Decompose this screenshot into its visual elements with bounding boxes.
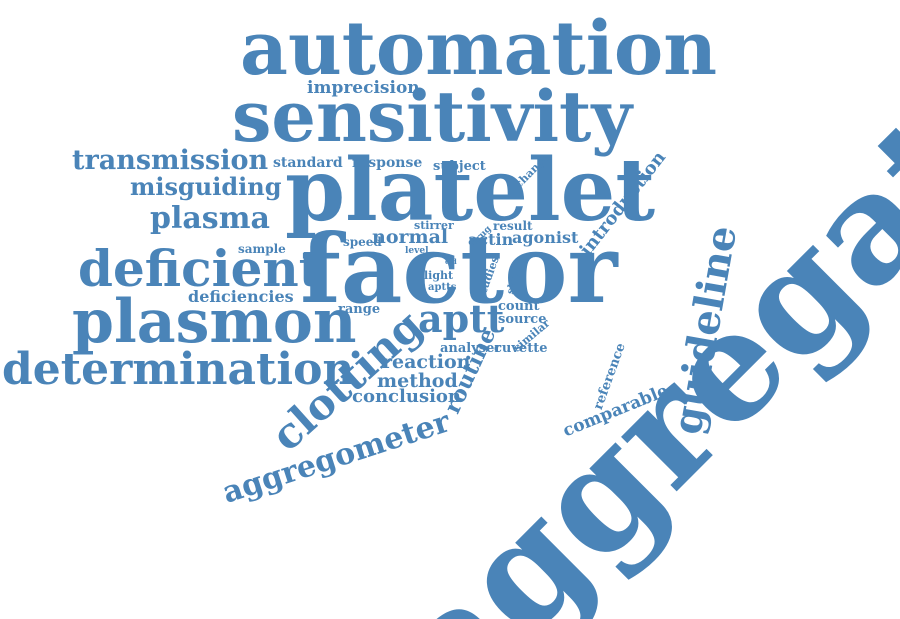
- word-plasma: plasma: [150, 201, 270, 236]
- word-source: source: [498, 312, 547, 327]
- word-transmission: transmission: [72, 145, 269, 176]
- word-normal: normal: [372, 226, 449, 248]
- word-aptt: aptt: [418, 296, 505, 341]
- word-imprecision: imprecision: [307, 78, 420, 98]
- word-subject: subject: [433, 159, 486, 174]
- word-deficiencies: deficiencies: [188, 287, 294, 306]
- word-plasmon: plasmon: [72, 287, 357, 357]
- word-result: result: [493, 219, 533, 233]
- word-aptts: aptts: [428, 282, 457, 293]
- word-factor: factor: [300, 214, 618, 325]
- word-speed: speed: [343, 235, 382, 249]
- word-level: level: [405, 246, 429, 256]
- word-determination: determination: [2, 344, 355, 395]
- word-count: count: [498, 299, 540, 314]
- word-automation: automation: [240, 6, 717, 92]
- word-response: response: [352, 155, 423, 171]
- word-misguiding: misguiding: [130, 172, 282, 201]
- word-stirrer: stirrer: [414, 219, 454, 232]
- word-sample: sample: [238, 242, 286, 256]
- word-platelet: platelet: [285, 140, 656, 241]
- word-method: method: [377, 370, 458, 392]
- word-reaction: reaction: [382, 351, 471, 373]
- word-cuvette: cuvette: [494, 341, 548, 356]
- word-sensitivity: sensitivity: [232, 75, 633, 158]
- word-agonist: agonist: [512, 228, 579, 247]
- word-range: range: [338, 302, 381, 317]
- word-actin: actin: [468, 230, 514, 249]
- word-cld: cld: [445, 257, 457, 266]
- word-deficient: deficient: [78, 239, 322, 298]
- word-standard: standard: [273, 155, 343, 171]
- word-light: light: [424, 269, 454, 282]
- word-analyser: analyser: [440, 341, 502, 356]
- word-conclusion: conclusion: [352, 386, 462, 407]
